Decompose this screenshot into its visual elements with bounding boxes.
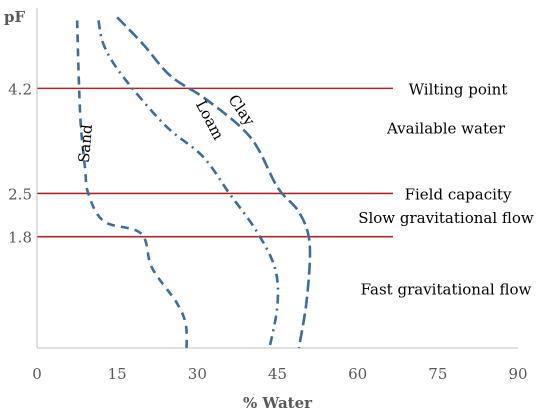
- region-label-2: Slow gravitational flow: [358, 209, 534, 227]
- curve-clay: [116, 16, 312, 349]
- y-axis-title: pF: [4, 8, 25, 26]
- region-label-1: Available water: [386, 120, 506, 138]
- tick-labels: 0 15 30 45 60 75 90 1.8 2.5 4.2: [8, 80, 527, 383]
- reference-lines: [37, 87, 393, 238]
- curve-loam: [97, 20, 280, 349]
- x-tick-label: 30: [188, 365, 207, 383]
- x-tick-label: 0: [32, 365, 42, 383]
- curve-sand: [75, 20, 189, 349]
- axes: [36, 8, 518, 349]
- x-tick-label: 60: [348, 365, 367, 383]
- reference-label-2: Field capacity: [405, 185, 512, 203]
- y-tick-label: 2.5: [8, 185, 32, 203]
- curve-label-loam: Loam: [192, 97, 228, 143]
- y-tick-label: 1.8: [8, 229, 32, 247]
- curve-label-sand: Sand: [75, 123, 96, 163]
- y-tick-label: 4.2: [8, 80, 32, 98]
- x-axis-title: % Water: [243, 394, 313, 412]
- region-label-3: Fast gravitational flow: [361, 280, 532, 298]
- reference-label-1: Wilting point: [409, 80, 508, 98]
- curve-label-clay: Clay: [224, 91, 258, 129]
- x-tick-label: 45: [268, 365, 287, 383]
- annotations: Wilting point Field capacity Available wat…: [75, 80, 534, 298]
- retention-curves: [75, 16, 312, 349]
- x-tick-label: 15: [108, 365, 127, 383]
- x-tick-label: 90: [508, 365, 527, 383]
- x-tick-label: 75: [428, 365, 447, 383]
